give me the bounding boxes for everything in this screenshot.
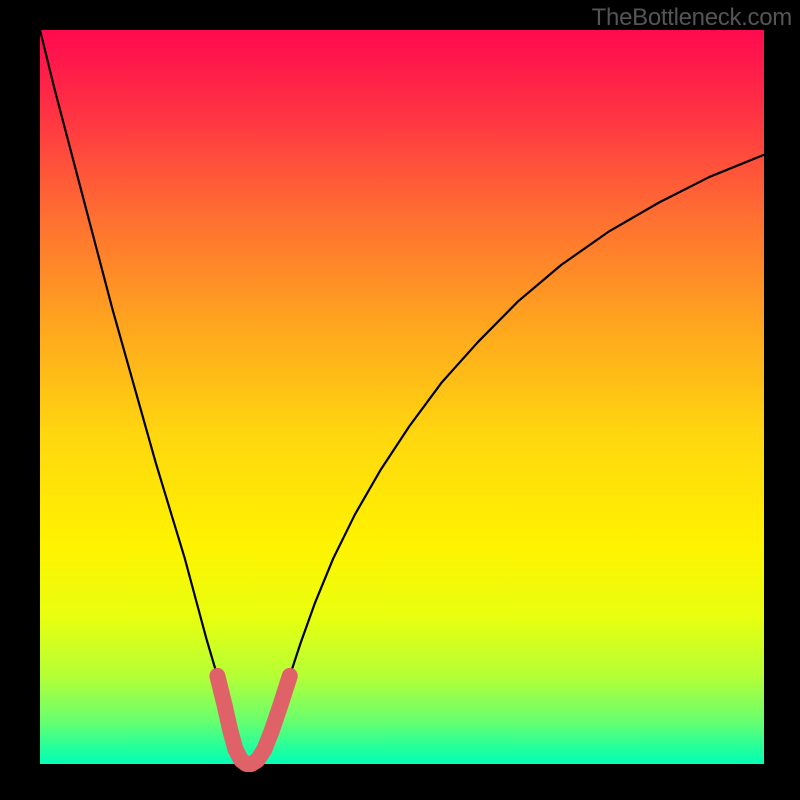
plot-background-gradient [40,30,764,764]
chart-container: TheBottleneck.com [0,0,800,800]
watermark-text: TheBottleneck.com [592,4,792,32]
chart-svg [0,0,800,800]
